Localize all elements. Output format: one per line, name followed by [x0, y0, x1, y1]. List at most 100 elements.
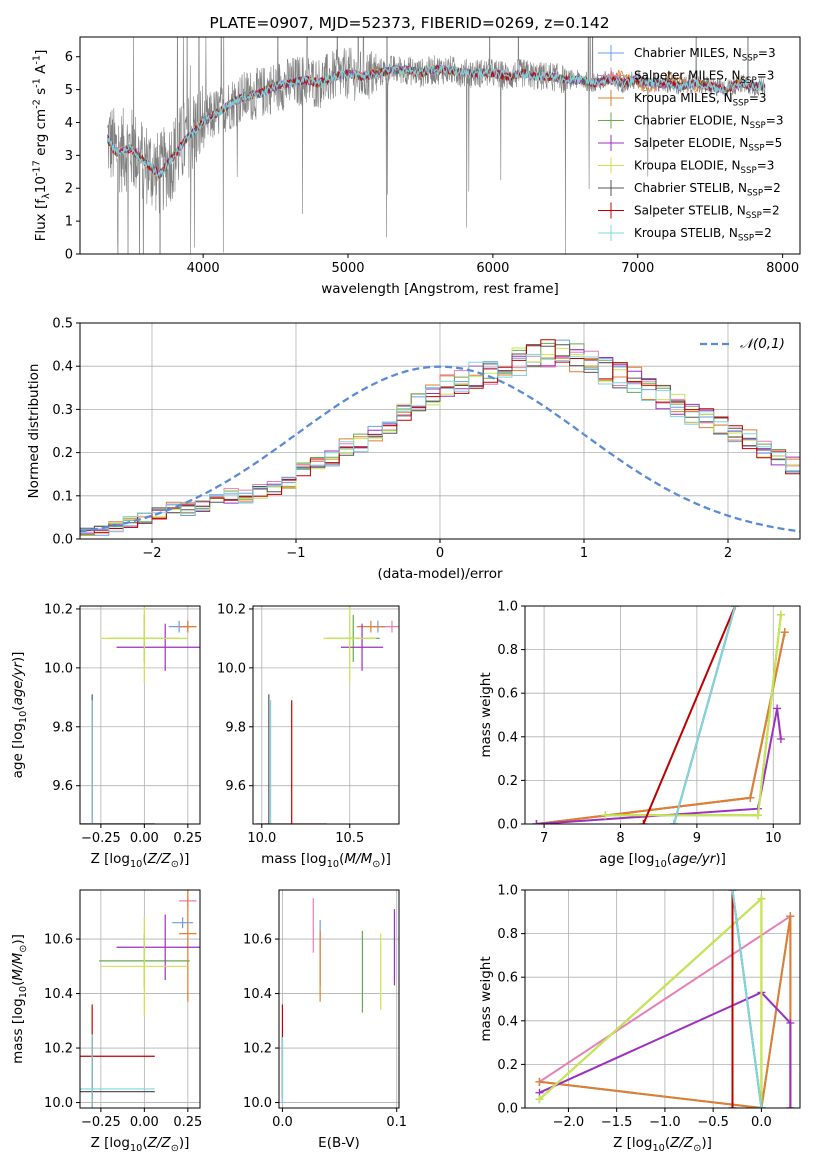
x-axis-label: mass [log10(M/M⊙)] — [261, 851, 391, 870]
x-tick-label: −1.0 — [649, 1115, 681, 1130]
y-tick-label: 9.6 — [52, 779, 73, 794]
x-tick-label: 9 — [693, 831, 701, 846]
x-axis-label: Z [log10(Z/Z⊙)] — [613, 1135, 712, 1154]
y-tick-label: 0.0 — [497, 818, 518, 833]
y-tick-label: 9.8 — [225, 720, 246, 735]
axes-frame — [79, 889, 201, 1109]
axes-mass_weight_vs_age: 7 8 9 10 0.0 0.2 0.4 0.6 0.8 1.0 — [497, 600, 801, 846]
y-tick-label: 10.6 — [243, 933, 272, 948]
y-tick-label: 0.5 — [52, 317, 73, 332]
y-axis-label: mass weight — [478, 956, 494, 1041]
y-tick-label: 5 — [65, 83, 73, 98]
y-axis-label: Normed distribution — [26, 364, 42, 499]
mass-weight-line-7 — [642, 606, 737, 824]
axes-frame — [524, 889, 801, 1109]
y-tick-label: 0.2 — [497, 774, 518, 789]
y-tick-label: 0.3 — [52, 403, 73, 418]
x-tick-label: −0.25 — [81, 1115, 121, 1130]
legend-entry: Salpeter MILES, NSSP=3 — [634, 69, 774, 87]
plot-content — [256, 606, 399, 824]
plot-area — [279, 890, 399, 1108]
axes-residuals: −2 −1 0 1 2 0.0 0.1 0.2 0.3 0.4 0.5 — [52, 317, 801, 561]
y-tick-label: 1 — [65, 215, 73, 230]
y-tick-label: 10.4 — [44, 987, 73, 1002]
y-tick-label: 0.8 — [497, 643, 518, 658]
legend-gaussian-label: 𝒩(0,1) — [740, 336, 785, 352]
mass-weight-marker-4 — [532, 820, 541, 824]
y-tick-label: 0.0 — [52, 533, 73, 548]
axes-mass_weight_vs_Z: −2.0 −1.5 −1.0 −0.5 0.0 0.0 0.2 0.4 0.6 0.8 1.0 — [497, 884, 801, 1130]
mass-weight-marker-7 — [639, 820, 648, 824]
plot-area — [80, 606, 200, 824]
mass-weight-marker-5 — [776, 610, 785, 619]
mass-weight-marker-8 — [731, 606, 740, 610]
mass-weight-marker-4 — [786, 1018, 795, 1027]
y-tick-label: 1.0 — [497, 600, 518, 615]
plot-content — [106, 37, 766, 254]
mass-weight-marker-2 — [786, 912, 795, 921]
mass-weight-marker-2 — [746, 793, 755, 802]
x-tick-label: −2 — [142, 546, 161, 561]
y-tick-label: 10.2 — [217, 602, 246, 617]
mass-weight-marker-5 — [753, 811, 762, 820]
mass-weight-marker-2 — [780, 628, 789, 637]
x-tick-label: 10 — [765, 831, 782, 846]
y-axis-label: mass [log10(M/M⊙)] — [10, 934, 29, 1064]
y-tick-label: 10.6 — [44, 933, 73, 948]
y-tick-label: 0.4 — [52, 360, 73, 375]
y-tick-label: 2 — [65, 182, 73, 197]
y-axis-label: mass weight — [478, 672, 494, 757]
y-tick-label: 3 — [65, 149, 73, 164]
axes-frame — [524, 605, 801, 825]
x-axis-label: wavelength [Angstrom, rest frame] — [321, 281, 559, 297]
x-tick-label: 7 — [540, 831, 548, 846]
mass-weight-marker-8 — [757, 1104, 766, 1108]
y-tick-label: 9.6 — [225, 779, 246, 794]
y-axis-label: Flux [fλ10-17 erg cm-2 s-1 A-1] — [32, 50, 52, 242]
x-tick-label: −2.0 — [553, 1115, 585, 1130]
y-tick-label: 0.2 — [497, 1058, 518, 1073]
x-tick-label: 8000 — [766, 261, 799, 276]
legend-entry: Kroupa ELODIE, NSSP=3 — [634, 159, 774, 177]
plot-area — [525, 606, 800, 824]
y-tick-label: 1.0 — [497, 884, 518, 899]
y-tick-label: 0.6 — [497, 687, 518, 702]
mass-weight-marker-8 — [669, 820, 678, 824]
x-tick-label: 0.0 — [751, 1115, 772, 1130]
plot-content — [80, 890, 200, 1108]
model-line-6 — [107, 65, 766, 180]
gaussian-curve — [80, 365, 800, 533]
legend-entry: Chabrier MILES, NSSP=3 — [634, 46, 776, 64]
axes-frame — [79, 36, 801, 255]
mass-weight-marker-4 — [776, 734, 785, 743]
axes-age_vs_mass: 10.0 10.5 9.6 9.8 10.0 10.2 — [217, 602, 400, 846]
y-tick-label: 0 — [65, 248, 73, 263]
axes-mass_vs_ebv: 0.0 0.1 10.0 10.2 10.4 10.6 — [243, 889, 407, 1130]
y-tick-label: 0.8 — [497, 927, 518, 942]
figure-title: PLATE=0907, MJD=52373, FIBERID=0269, z=0… — [209, 14, 609, 32]
legend-entry: Chabrier ELODIE, NSSP=3 — [634, 114, 783, 132]
legend-entry: Kroupa MILES, NSSP=3 — [634, 91, 767, 109]
plot-content — [281, 898, 396, 1103]
axes-frame — [79, 605, 201, 825]
y-tick-label: 10.2 — [44, 1042, 73, 1057]
y-tick-label: 10.0 — [243, 1096, 272, 1111]
mass-weight-marker-2 — [535, 1077, 544, 1086]
x-axis-label: Z [log10(Z/Z⊙)] — [91, 851, 190, 870]
y-axis-label: age [log10(age/yr)] — [10, 652, 29, 779]
x-tick-label: 2 — [724, 546, 732, 561]
x-tick-label: −0.25 — [81, 831, 121, 846]
mass-weight-marker-8 — [728, 890, 737, 894]
y-tick-label: 10.2 — [243, 1042, 272, 1057]
legend-entry: Kroupa STELIB, NSSP=2 — [634, 226, 772, 244]
y-tick-label: 6 — [65, 50, 73, 65]
axes-frame — [278, 889, 400, 1109]
x-tick-label: −1.5 — [601, 1115, 633, 1130]
mass-weight-marker-7 — [728, 1104, 737, 1108]
mass-weight-marker-5 — [601, 811, 610, 820]
mass-weight-marker-5 — [757, 894, 766, 903]
x-tick-label: 4000 — [187, 261, 220, 276]
plot-content — [535, 890, 795, 1108]
mass-weight-marker-4 — [786, 1104, 795, 1108]
